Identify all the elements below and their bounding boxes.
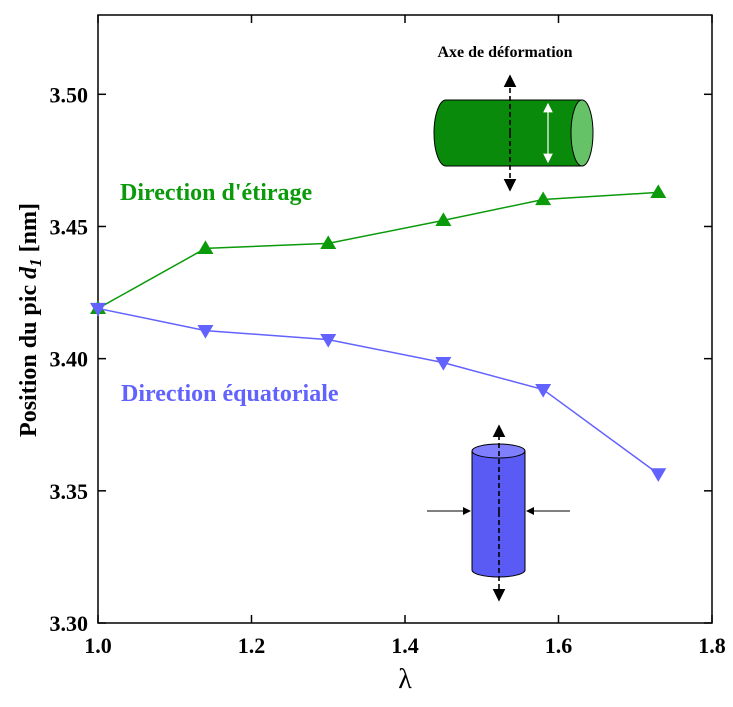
data-point	[320, 235, 337, 249]
annotation: Axe de déformation	[437, 44, 572, 61]
y-axis-label: Position du pic d1 [nm]	[16, 203, 45, 437]
data-point	[197, 240, 214, 255]
y-tick-label: 3.35	[50, 479, 89, 504]
x-tick-label: 1.0	[84, 633, 112, 658]
plot-frame	[97, 14, 713, 624]
y-tick-label: 3.40	[50, 347, 89, 372]
data-point	[535, 191, 552, 206]
equatorial-cylinder	[427, 424, 570, 602]
y-label-unit: [nm]	[16, 203, 42, 252]
y-label-main: Position du pic	[16, 285, 42, 437]
stretch-cylinder	[433, 74, 594, 192]
x-axis-label: λ	[398, 664, 412, 695]
data-point	[90, 302, 106, 317]
series-label: Direction d'étirage	[120, 180, 313, 206]
series-label: Direction équatoriale	[121, 381, 339, 407]
x-tick-label: 1.6	[545, 633, 573, 658]
data-point	[320, 334, 337, 348]
data-point	[650, 468, 667, 482]
data-point	[435, 357, 452, 371]
series-line	[97, 307, 659, 475]
y-tick-label: 3.45	[50, 214, 89, 239]
data-point	[650, 184, 667, 198]
y-label-var: d	[16, 266, 42, 279]
x-tick-label: 1.8	[698, 633, 726, 658]
y-tick-label: 3.50	[50, 82, 89, 107]
y-label-sub: 1	[26, 258, 45, 267]
x-tick-label: 1.2	[238, 633, 266, 658]
y-tick-label: 3.30	[50, 611, 89, 636]
data-point	[197, 325, 214, 339]
series-line	[97, 191, 659, 310]
data-point	[535, 383, 552, 398]
data-point	[435, 212, 452, 226]
x-tick-label: 1.4	[391, 633, 419, 658]
